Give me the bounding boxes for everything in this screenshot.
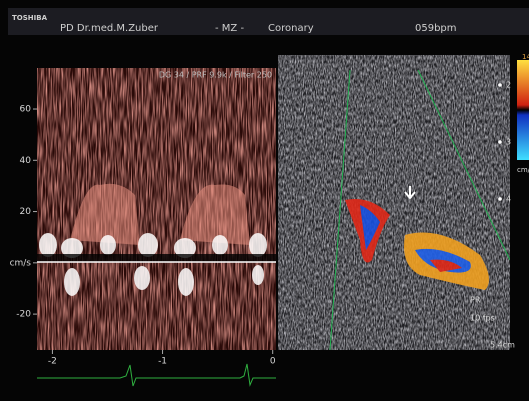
- depth-dot: [498, 197, 502, 201]
- preset: Coronary: [268, 23, 314, 34]
- y-tick-label: 20: [20, 207, 32, 217]
- param: 5.4cm: [490, 341, 515, 350]
- header-bar: [8, 8, 529, 35]
- patient: PD Dr.med.M.Zuber: [60, 23, 159, 34]
- doppler-settings: DG 34 / PRF 9.9k / Filter 250: [159, 71, 272, 80]
- y-tick-label: cm/s: [10, 258, 32, 268]
- x-tick-label: -1: [158, 357, 167, 367]
- x-tick-label: 0: [270, 357, 276, 367]
- scale-top: 14: [522, 53, 529, 61]
- brand: TOSHIBA: [12, 14, 48, 22]
- y-tick-label: -20: [16, 310, 31, 320]
- color-scale-bar: [517, 60, 529, 160]
- depth-mark: 3: [506, 138, 511, 147]
- doppler-panel: [37, 68, 276, 350]
- y-tick-label: 40: [20, 156, 32, 166]
- depth-dot: [498, 140, 502, 144]
- ecg-trace: [37, 363, 276, 387]
- x-tick-label: -2: [48, 357, 57, 367]
- param: PR: [470, 296, 481, 305]
- scale-unit: cm/s: [517, 166, 529, 174]
- y-tick-label: 60: [20, 105, 32, 115]
- depth-mark: 4: [506, 195, 511, 204]
- param: 10 fps: [470, 314, 495, 323]
- depth-dot: [498, 83, 502, 87]
- image-panel: [278, 55, 510, 350]
- heart-rate: 059bpm: [415, 23, 457, 34]
- operator: - MZ -: [215, 23, 244, 34]
- depth-mark: 2: [506, 81, 511, 90]
